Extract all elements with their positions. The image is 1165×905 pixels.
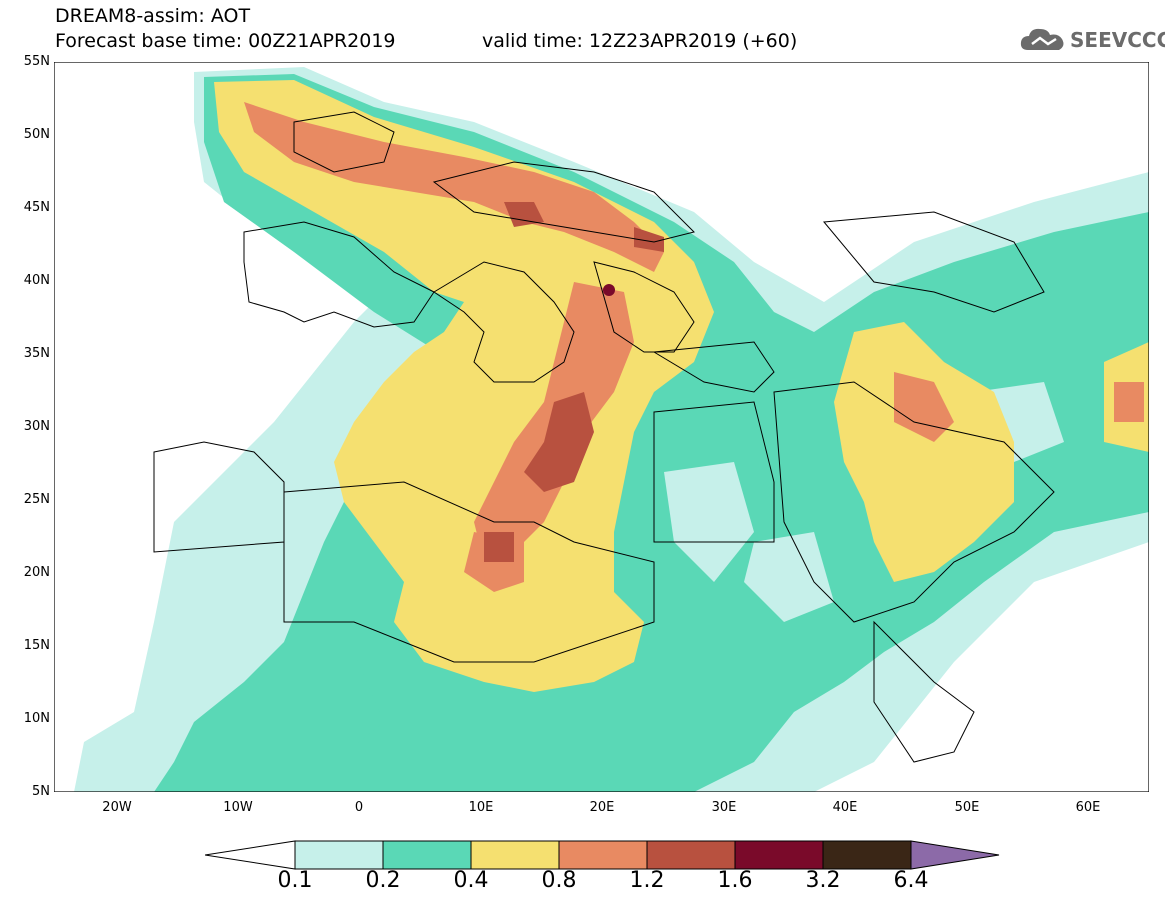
lat-label: 45N: [23, 200, 50, 215]
lat-label: 55N: [23, 54, 50, 69]
colorbar-segment: [294, 840, 384, 870]
lat-label: 50N: [23, 127, 50, 142]
colorbar-label: 0.2: [365, 868, 401, 893]
aot-map: [54, 62, 1149, 792]
colorbar-segment: [822, 840, 912, 870]
colorbar-label: 0.8: [541, 868, 577, 893]
lon-label: 20E: [589, 800, 615, 815]
lat-label: 20N: [23, 565, 50, 580]
lat-label: 35N: [23, 346, 50, 361]
lat-label: 5N: [32, 784, 50, 799]
lon-label: 10E: [468, 800, 494, 815]
lat-label: 15N: [23, 638, 50, 653]
lon-label: 50E: [954, 800, 980, 815]
aot-level-1.2: [484, 202, 664, 562]
colorbar-over-triangle: [910, 840, 1000, 870]
lat-label: 10N: [23, 711, 50, 726]
lon-label: 0: [354, 800, 364, 815]
colorbar-segment: [734, 840, 824, 870]
colorbar-label: 1.6: [717, 868, 753, 893]
cloud-icon: [1020, 28, 1064, 50]
colorbar: [205, 840, 1000, 870]
colorbar-label: 6.4: [893, 868, 929, 893]
map-title: DREAM8-assim: AOT: [55, 5, 251, 27]
colorbar-label: 0.4: [453, 868, 489, 893]
colorbar-segment: [646, 840, 736, 870]
colorbar-segment: [382, 840, 472, 870]
forecast-base-time: Forecast base time: 00Z21APR2019: [55, 30, 396, 52]
aot-level-1.6: [603, 284, 615, 296]
logo-text: SEEVCCC: [1070, 28, 1165, 52]
coastlines-borders: [153, 111, 1055, 763]
colorbar-label: 1.2: [629, 868, 665, 893]
lon-label: 10W: [223, 800, 253, 815]
colorbar-segment: [558, 840, 648, 870]
lon-label: 40E: [832, 800, 858, 815]
lon-label: 20W: [102, 800, 132, 815]
seevccc-logo: SEEVCCC: [1018, 24, 1165, 58]
colorbar-label: 0.1: [277, 868, 313, 893]
colorbar-segment: [470, 840, 560, 870]
lat-label: 40N: [23, 273, 50, 288]
lon-label: 60E: [1075, 800, 1101, 815]
colorbar-label: 3.2: [805, 868, 841, 893]
valid-time: valid time: 12Z23APR2019 (+60): [482, 30, 798, 52]
lat-label: 30N: [23, 419, 50, 434]
colorbar-under-triangle: [205, 840, 296, 870]
lon-label: 30E: [711, 800, 737, 815]
lat-label: 25N: [23, 492, 50, 507]
